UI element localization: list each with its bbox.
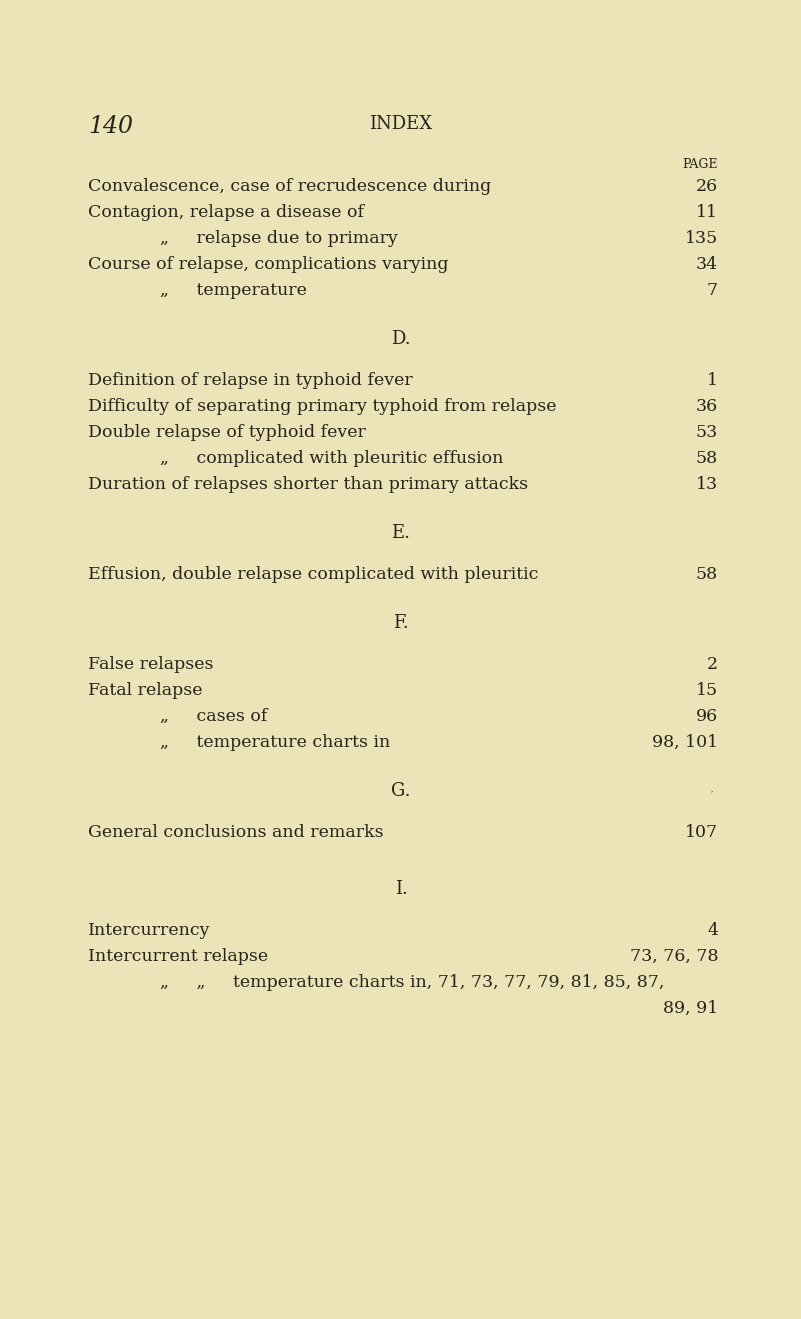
Text: „     temperature: „ temperature bbox=[160, 282, 307, 299]
Text: 58: 58 bbox=[696, 566, 718, 583]
Text: 15: 15 bbox=[696, 682, 718, 699]
Text: „     relapse due to primary: „ relapse due to primary bbox=[160, 230, 398, 247]
Text: 140: 140 bbox=[88, 115, 133, 138]
Text: Contagion, relapse a disease of: Contagion, relapse a disease of bbox=[88, 204, 364, 222]
Text: 58: 58 bbox=[696, 450, 718, 467]
Text: Fatal relapse: Fatal relapse bbox=[88, 682, 203, 699]
Text: ′: ′ bbox=[710, 790, 713, 799]
Text: 96: 96 bbox=[696, 708, 718, 725]
Text: „     temperature charts in: „ temperature charts in bbox=[160, 733, 390, 751]
Text: E.: E. bbox=[392, 524, 410, 542]
Text: Convalescence, case of recrudescence during: Convalescence, case of recrudescence dur… bbox=[88, 178, 491, 195]
Text: 98, 101: 98, 101 bbox=[652, 733, 718, 751]
Text: INDEX: INDEX bbox=[369, 115, 433, 133]
Text: D.: D. bbox=[391, 330, 411, 348]
Text: General conclusions and remarks: General conclusions and remarks bbox=[88, 824, 384, 842]
Text: 36: 36 bbox=[696, 398, 718, 415]
Text: „     „     temperature charts in, 71, 73, 77, 79, 81, 85, 87,: „ „ temperature charts in, 71, 73, 77, 7… bbox=[160, 973, 664, 991]
Text: 73, 76, 78: 73, 76, 78 bbox=[630, 948, 718, 966]
Text: Intercurrent relapse: Intercurrent relapse bbox=[88, 948, 268, 966]
Text: Duration of relapses shorter than primary attacks: Duration of relapses shorter than primar… bbox=[88, 476, 528, 493]
Text: 4: 4 bbox=[707, 922, 718, 939]
Text: „     complicated with pleuritic effusion: „ complicated with pleuritic effusion bbox=[160, 450, 503, 467]
Text: 89, 91: 89, 91 bbox=[662, 1000, 718, 1017]
Text: 34: 34 bbox=[696, 256, 718, 273]
Text: 135: 135 bbox=[685, 230, 718, 247]
Text: 1: 1 bbox=[707, 372, 718, 389]
Text: Course of relapse, complications varying: Course of relapse, complications varying bbox=[88, 256, 449, 273]
Text: PAGE: PAGE bbox=[682, 158, 718, 171]
Text: F.: F. bbox=[393, 615, 409, 632]
Text: Intercurrency: Intercurrency bbox=[88, 922, 211, 939]
Text: Definition of relapse in typhoid fever: Definition of relapse in typhoid fever bbox=[88, 372, 413, 389]
Text: 11: 11 bbox=[696, 204, 718, 222]
Text: 7: 7 bbox=[706, 282, 718, 299]
Text: „     cases of: „ cases of bbox=[160, 708, 268, 725]
Text: Difficulty of separating primary typhoid from relapse: Difficulty of separating primary typhoid… bbox=[88, 398, 557, 415]
Text: False relapses: False relapses bbox=[88, 656, 214, 673]
Text: 26: 26 bbox=[696, 178, 718, 195]
Text: G.: G. bbox=[391, 782, 411, 801]
Text: Effusion, double relapse complicated with pleuritic: Effusion, double relapse complicated wit… bbox=[88, 566, 538, 583]
Text: I.: I. bbox=[395, 880, 408, 898]
Text: 107: 107 bbox=[685, 824, 718, 842]
Text: 53: 53 bbox=[696, 423, 718, 441]
Text: Double relapse of typhoid fever: Double relapse of typhoid fever bbox=[88, 423, 366, 441]
Text: 2: 2 bbox=[706, 656, 718, 673]
Text: 13: 13 bbox=[696, 476, 718, 493]
